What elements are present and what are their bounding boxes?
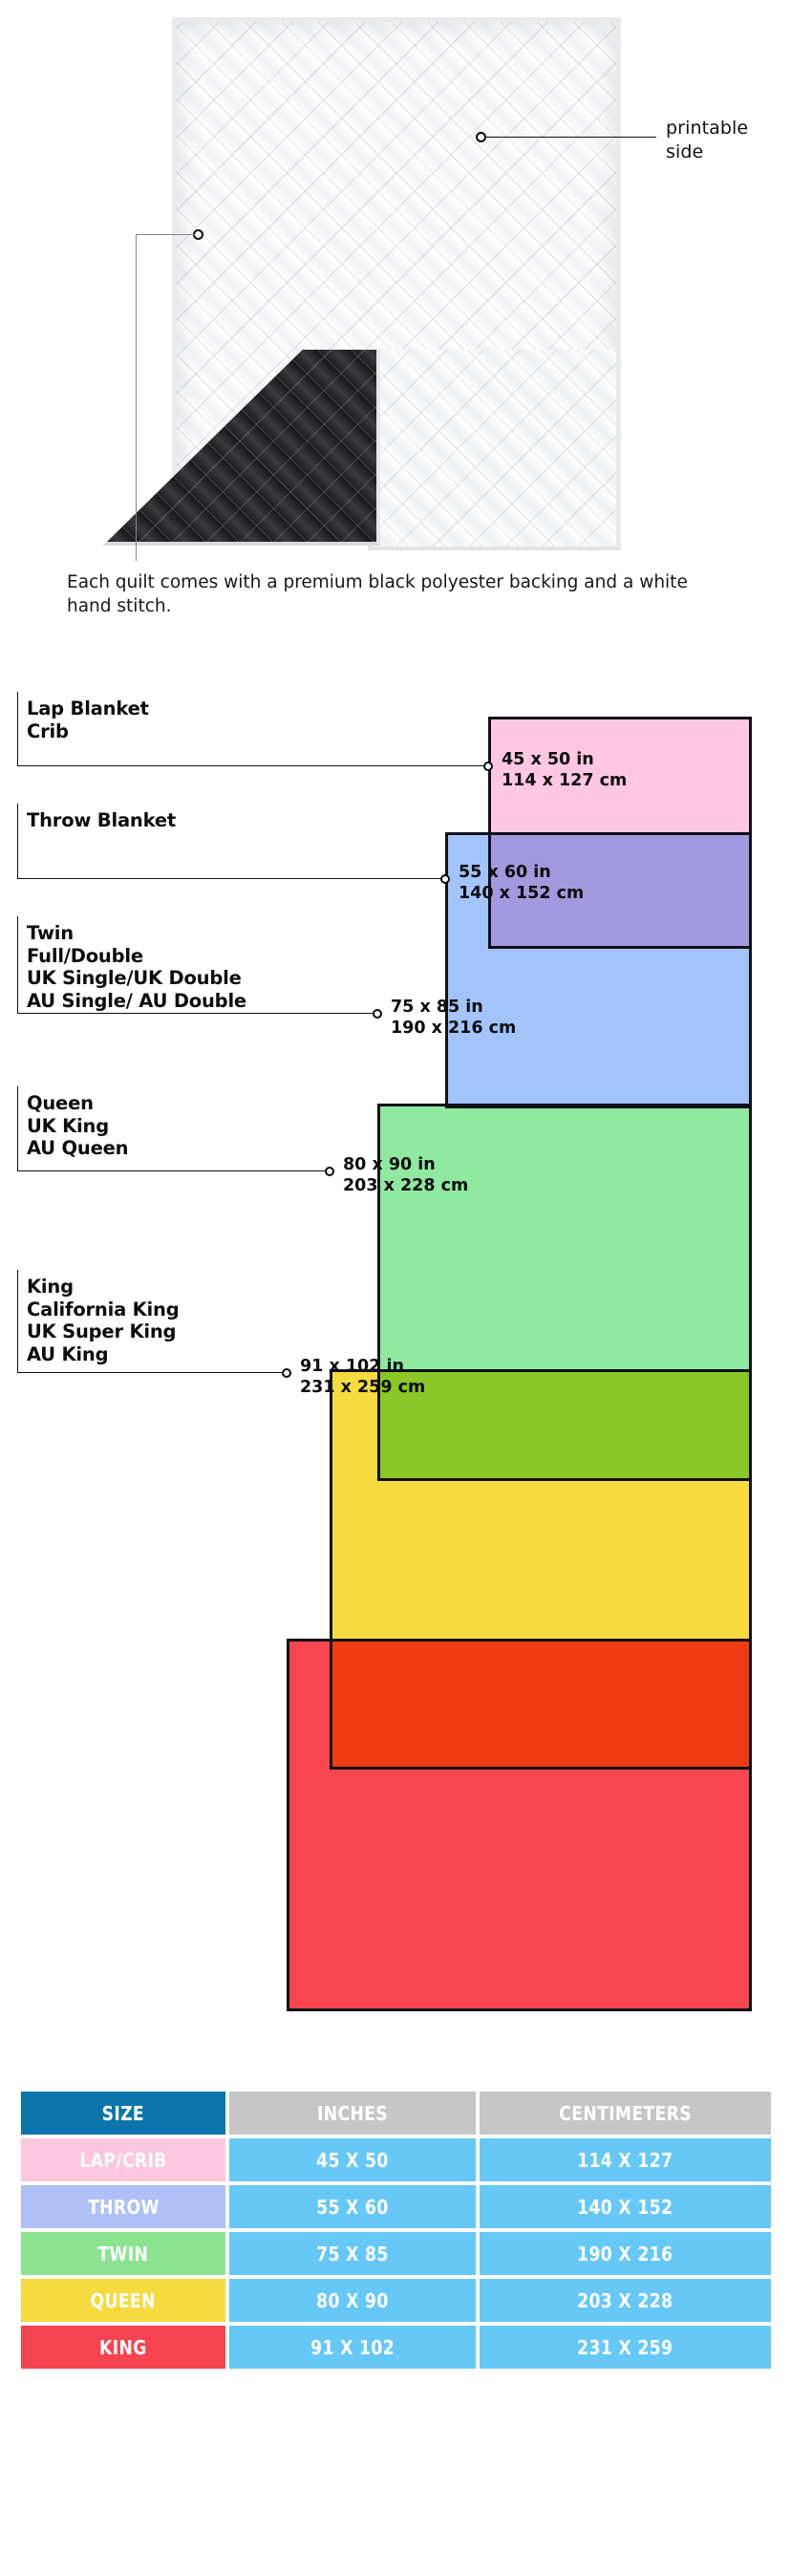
size-marker-twin-icon [373,1009,382,1019]
table-header-centimeters-label: CENTIMETERS [559,2101,692,2125]
table-cell-centimeters: 231 X 259 [480,2326,771,2369]
table-cell-centimeters: 140 X 152 [480,2185,771,2228]
table-cell-size-label: TWIN [97,2242,149,2265]
table-row: KING 91 X 102 231 X 259 [21,2326,771,2369]
table-cell-inches-label: 91 X 102 [310,2335,395,2359]
quilt-photo-section: printable side Each quilt comes with a p… [0,0,791,616]
size-dimension-twin: 75 x 85 in 190 x 216 cm [391,998,517,1038]
table-cell-centimeters: 114 X 127 [480,2138,771,2181]
size-bracket-king [17,1270,291,1373]
backing-leader-horizontal [136,234,195,235]
table-cell-centimeters-label: 231 X 259 [577,2335,673,2359]
table-cell-size-label: LAP/CRIB [79,2148,167,2172]
table-cell-size: TWIN [21,2232,225,2275]
table-cell-inches: 55 X 60 [229,2185,476,2228]
table-row: QUEEN 80 X 90 203 X 228 [21,2279,771,2322]
table-cell-centimeters-label: 140 X 152 [577,2195,673,2219]
size-dimension-lap-crib: 45 x 50 in 114 x 127 cm [502,750,628,790]
size-comparison-diagram: Lap Blanket Crib 45 x 50 in 114 x 127 cm… [0,659,791,2035]
table-row: TWIN 75 X 85 190 X 216 [21,2232,771,2275]
table-header-inches-label: INCHES [316,2101,389,2125]
size-marker-king-icon [282,1368,291,1378]
table-cell-size: QUEEN [21,2279,225,2322]
size-rect-lap-crib [488,717,752,949]
printable-side-marker-icon [476,132,486,142]
table-cell-centimeters-label: 203 X 228 [577,2288,673,2312]
size-label-throw: Throw Blanket [27,809,176,831]
size-dimension-king: 91 x 102 in 231 x 259 cm [300,1357,426,1397]
size-rect-lap-crib-fill [491,719,749,946]
size-label-lap-crib: Lap Blanket Crib [27,698,149,742]
size-label-king: King California King UK Super King AU Ki… [27,1276,180,1365]
size-marker-throw-icon [440,874,450,884]
size-rect-twin-fill [380,1106,749,1478]
backing-leader-vertical [136,234,137,561]
table-header-size: SIZE [21,2092,225,2135]
table-cell-inches: 75 X 85 [229,2232,476,2275]
table-cell-centimeters: 190 X 216 [480,2232,771,2275]
size-bracket-queen [17,1086,334,1171]
size-bracket-throw [17,804,449,879]
table-cell-inches-label: 55 X 60 [316,2195,389,2219]
table-cell-size-label: KING [99,2335,147,2359]
table-cell-inches: 80 X 90 [229,2279,476,2322]
size-rect-twin [377,1104,752,1481]
size-bracket-twin [17,916,382,1014]
size-bracket-lap-crib [17,692,492,766]
table-cell-size: THROW [21,2185,225,2228]
size-label-twin: Twin Full/Double UK Single/UK Double AU … [27,922,246,1012]
table-header-inches: INCHES [229,2092,476,2135]
table-cell-inches-label: 45 X 50 [316,2148,389,2172]
table-row: THROW 55 X 60 140 X 152 [21,2185,771,2228]
printable-side-leader-line [486,137,656,138]
size-dimension-throw: 55 x 60 in 140 x 152 cm [459,863,585,903]
table-cell-inches-label: 80 X 90 [316,2288,389,2312]
size-marker-lap-crib-icon [483,762,493,771]
size-chart-table: SIZE INCHES CENTIMETERS LAP/CRIB 45 X 50… [21,2092,771,2372]
quilt-caption-text: Each quilt comes with a premium black po… [67,572,688,616]
size-label-queen: Queen UK King AU Queen [27,1092,129,1159]
printable-side-label: printable side [666,118,749,162]
table-cell-centimeters-label: 190 X 216 [577,2242,673,2265]
table-header-size-label: SIZE [101,2101,145,2125]
table-cell-size-label: THROW [87,2195,160,2219]
table-cell-centimeters-label: 114 X 127 [577,2148,673,2172]
table-cell-inches-label: 75 X 85 [316,2242,389,2265]
table-cell-size: LAP/CRIB [21,2138,225,2181]
table-cell-centimeters: 203 X 228 [480,2279,771,2322]
quilt-white-underlayer [368,350,621,550]
table-cell-inches: 91 X 102 [229,2326,476,2369]
table-row: LAP/CRIB 45 X 50 114 X 127 [21,2138,771,2181]
quilt-illustration [103,17,621,552]
table-header-centimeters: CENTIMETERS [480,2092,771,2135]
size-dimension-queen: 80 x 90 in 203 x 228 cm [343,1155,469,1195]
table-header-row: SIZE INCHES CENTIMETERS [21,2092,771,2135]
table-cell-inches: 45 X 50 [229,2138,476,2181]
table-cell-size-label: QUEEN [90,2288,157,2312]
table-cell-size: KING [21,2326,225,2369]
size-marker-queen-icon [325,1167,334,1176]
